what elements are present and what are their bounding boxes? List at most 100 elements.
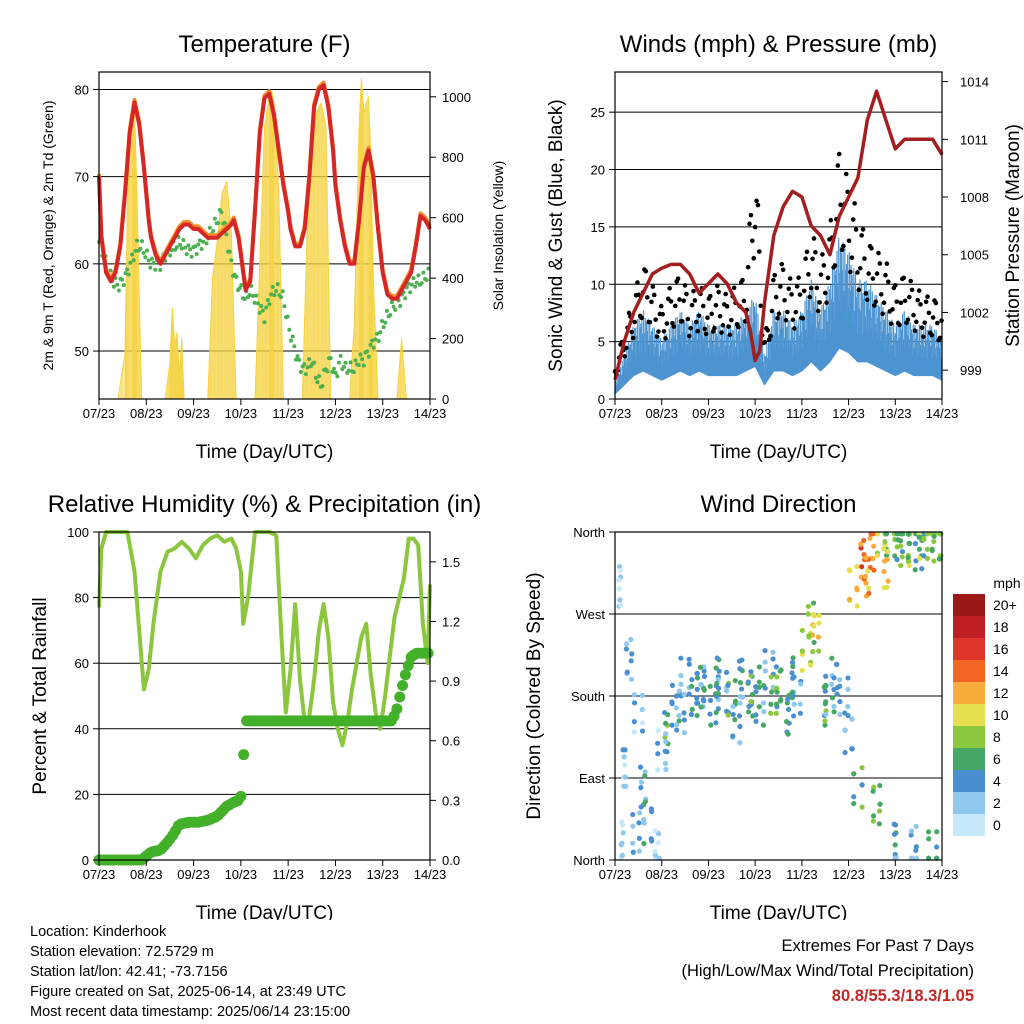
wind-gust-point <box>773 294 779 300</box>
rh-x-tick-label: 12/23 <box>319 867 352 882</box>
wind-direction-point <box>905 554 911 561</box>
temp-y2-tick-label: 0 <box>442 392 449 407</box>
wind-gust-point <box>914 319 919 325</box>
dewpoint-point <box>416 273 421 278</box>
wind-gust-point <box>717 313 723 319</box>
wind-gust-point <box>874 271 880 276</box>
dewpoint-point <box>413 284 418 289</box>
wind-direction-point <box>701 687 707 693</box>
wind-direction-point <box>859 564 865 570</box>
wind-gust-point <box>709 311 714 317</box>
rh-x-tick-label: 10/23 <box>225 867 258 882</box>
wind-y2-axis-label: Station Pressure (Maroon) <box>1003 124 1024 347</box>
wind-gust-point <box>792 326 797 331</box>
temp-x-axis-label: Time (Day/UTC) <box>196 442 334 463</box>
wind-gust-point <box>626 310 632 316</box>
dewpoint-point <box>267 302 272 307</box>
wind-direction-point <box>790 692 796 699</box>
wind-gust-point <box>769 308 775 314</box>
wind-direction-point <box>737 700 743 706</box>
wind-direction-point <box>865 585 872 591</box>
wind-direction-point <box>921 537 927 543</box>
wind-direction-point <box>774 689 780 695</box>
wind-direction-point <box>846 596 853 602</box>
wind-gust-point <box>772 272 778 278</box>
wind-direction-point <box>870 818 876 824</box>
dewpoint-point <box>133 248 138 253</box>
colorbar-swatch <box>953 682 985 704</box>
wind-gust-point <box>779 261 785 267</box>
wind-direction-point <box>616 577 622 583</box>
wind-gust-point <box>800 316 806 321</box>
dewpoint-point <box>419 281 424 286</box>
colorbar-swatch <box>953 660 985 682</box>
wind-x-tick-label: 07/23 <box>599 406 632 421</box>
dewpoint-point <box>250 293 255 298</box>
wind-direction-point <box>805 611 811 617</box>
wind-gust-point <box>754 198 759 204</box>
temp-x-tick-label: 12/23 <box>319 406 352 421</box>
wind-gust-point <box>635 280 640 285</box>
wind-direction-point <box>663 739 669 745</box>
temp-y2-tick-label: 1000 <box>442 90 471 105</box>
wind-direction-point <box>686 656 692 662</box>
dir-plot-frame <box>614 531 943 861</box>
wind-direction-point <box>845 686 851 693</box>
wind-direction-point <box>753 689 759 695</box>
rh-y2-tick-label: 0.0 <box>442 853 460 868</box>
dewpoint-point <box>292 344 297 349</box>
dewpoint-point <box>212 216 217 221</box>
wind-gust-point <box>650 284 656 289</box>
wind-direction-point <box>736 713 743 719</box>
wind-direction-point <box>723 669 730 675</box>
wind-direction-point <box>631 692 637 698</box>
wind-direction-point <box>913 847 919 854</box>
wind-gust-point <box>841 243 846 249</box>
rh-y-axis-label: Percent & Total Rainfall <box>30 597 51 794</box>
wind-direction-point <box>628 658 634 664</box>
wind-direction-point <box>906 563 912 569</box>
dir-y-tick-label: West <box>576 607 606 622</box>
recent-timestamp-text: Most recent data timestamp: 2025/06/14 2… <box>30 1004 351 1020</box>
wind-gust-point <box>707 293 713 299</box>
dewpoint-point <box>204 241 209 246</box>
wind-direction-point <box>799 627 805 634</box>
wind-gust-point <box>692 298 698 303</box>
dewpoint-point <box>287 327 292 332</box>
wind-gust-point <box>876 250 881 256</box>
colorbar-label: 20+ <box>993 597 1017 613</box>
wind-direction-point <box>929 546 935 552</box>
wind-gust-point <box>703 331 709 337</box>
wind-direction-point <box>631 729 638 735</box>
created-text: Figure created on Sat, 2025-06-14, at 23… <box>30 984 346 1000</box>
wind-gust-point <box>828 217 834 223</box>
temp-y2-tick-label: 600 <box>442 211 464 226</box>
dewpoint-point <box>183 245 188 250</box>
temp-y-tick-label: 80 <box>75 82 89 97</box>
wind-direction-point <box>842 727 848 733</box>
wind-direction-point <box>715 706 721 712</box>
rainfall-point <box>391 703 403 715</box>
extremes-title: Extremes For Past 7 Days <box>781 937 974 955</box>
wind-direction-point <box>790 675 796 681</box>
rainfall-point <box>402 660 414 672</box>
wind-direction-point <box>630 849 636 855</box>
wind-gust-point <box>693 319 699 325</box>
wind-gust-point <box>780 267 786 273</box>
wind-gust-point <box>647 319 653 325</box>
wind-gust-point <box>675 276 681 281</box>
dewpoint-point <box>179 246 184 251</box>
wind-direction-point <box>707 711 713 717</box>
wind-gust-point <box>836 151 842 157</box>
wind-direction-point <box>866 590 872 596</box>
wind-direction-point <box>859 804 865 810</box>
rh-y-tick-label: 0 <box>82 853 89 868</box>
wind-y-axis-label: Sonic Wind & Gust (Blue, Black) <box>546 99 567 371</box>
wind-gust-point <box>894 299 899 304</box>
dewpoint-point <box>181 238 186 243</box>
dewpoint-point <box>421 270 426 275</box>
wind-direction-point <box>881 568 887 575</box>
dewpoint-point <box>403 296 408 301</box>
dewpoint-point <box>222 220 227 225</box>
wind-gust-point <box>740 277 745 283</box>
